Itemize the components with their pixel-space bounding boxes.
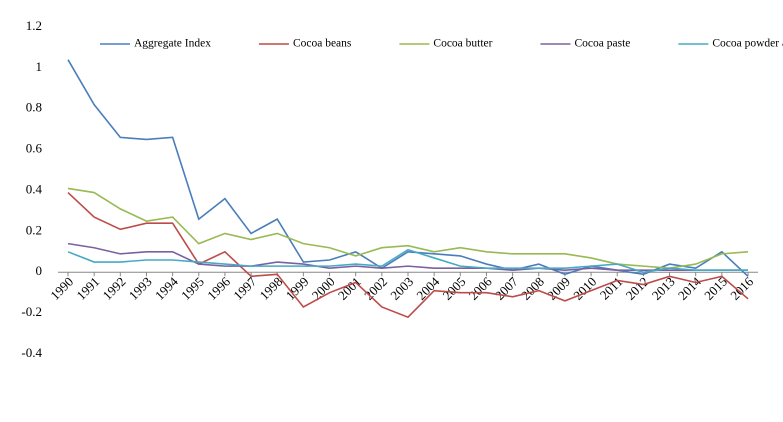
x-tick-label: 1991 [73,274,102,303]
x-tick-label: 2006 [466,274,495,303]
x-tick-label: 2003 [387,274,416,303]
x-tick-label: 1992 [100,274,129,303]
y-tick-label: 1 [36,59,43,74]
x-tick-label: 2002 [361,274,390,303]
y-tick-label: -0.4 [21,345,42,360]
x-tick-label: 2011 [597,274,626,303]
legend-label: Cocoa butter [433,38,492,50]
series-line [67,187,749,269]
x-tick-label: 1997 [230,274,259,303]
series-line [67,59,749,277]
y-tick-label: 0.6 [26,141,43,156]
x-tick-label: 1993 [126,274,155,303]
y-tick-label: -0.2 [21,304,42,319]
legend-label: Cocoa powder and cake [712,38,783,50]
y-tick-label: 1.2 [26,18,42,33]
x-tick-label: 2007 [492,274,521,303]
series-line [67,191,749,319]
y-tick-label: 0.8 [26,100,42,115]
legend-label: Aggregate Index [134,38,211,50]
x-tick-label: 1994 [152,274,181,303]
x-tick-label: 2008 [518,274,547,303]
series-line [67,248,748,274]
x-tick-label: 2016 [727,274,756,303]
legend-label: Cocoa paste [574,38,630,50]
legend-label: Cocoa beans [293,38,352,50]
x-tick-label: 1996 [204,274,233,303]
x-tick-label: 2000 [309,274,338,303]
x-tick-label: 2012 [623,274,652,303]
y-tick-label: 0.4 [26,181,43,196]
x-tick-label: 1995 [178,274,207,303]
x-tick-label: 1990 [47,274,76,303]
x-tick-label: 2005 [440,274,469,303]
y-tick-label: 0 [36,263,43,278]
x-tick-label: 2004 [413,274,442,303]
y-tick-label: 0.2 [26,222,42,237]
